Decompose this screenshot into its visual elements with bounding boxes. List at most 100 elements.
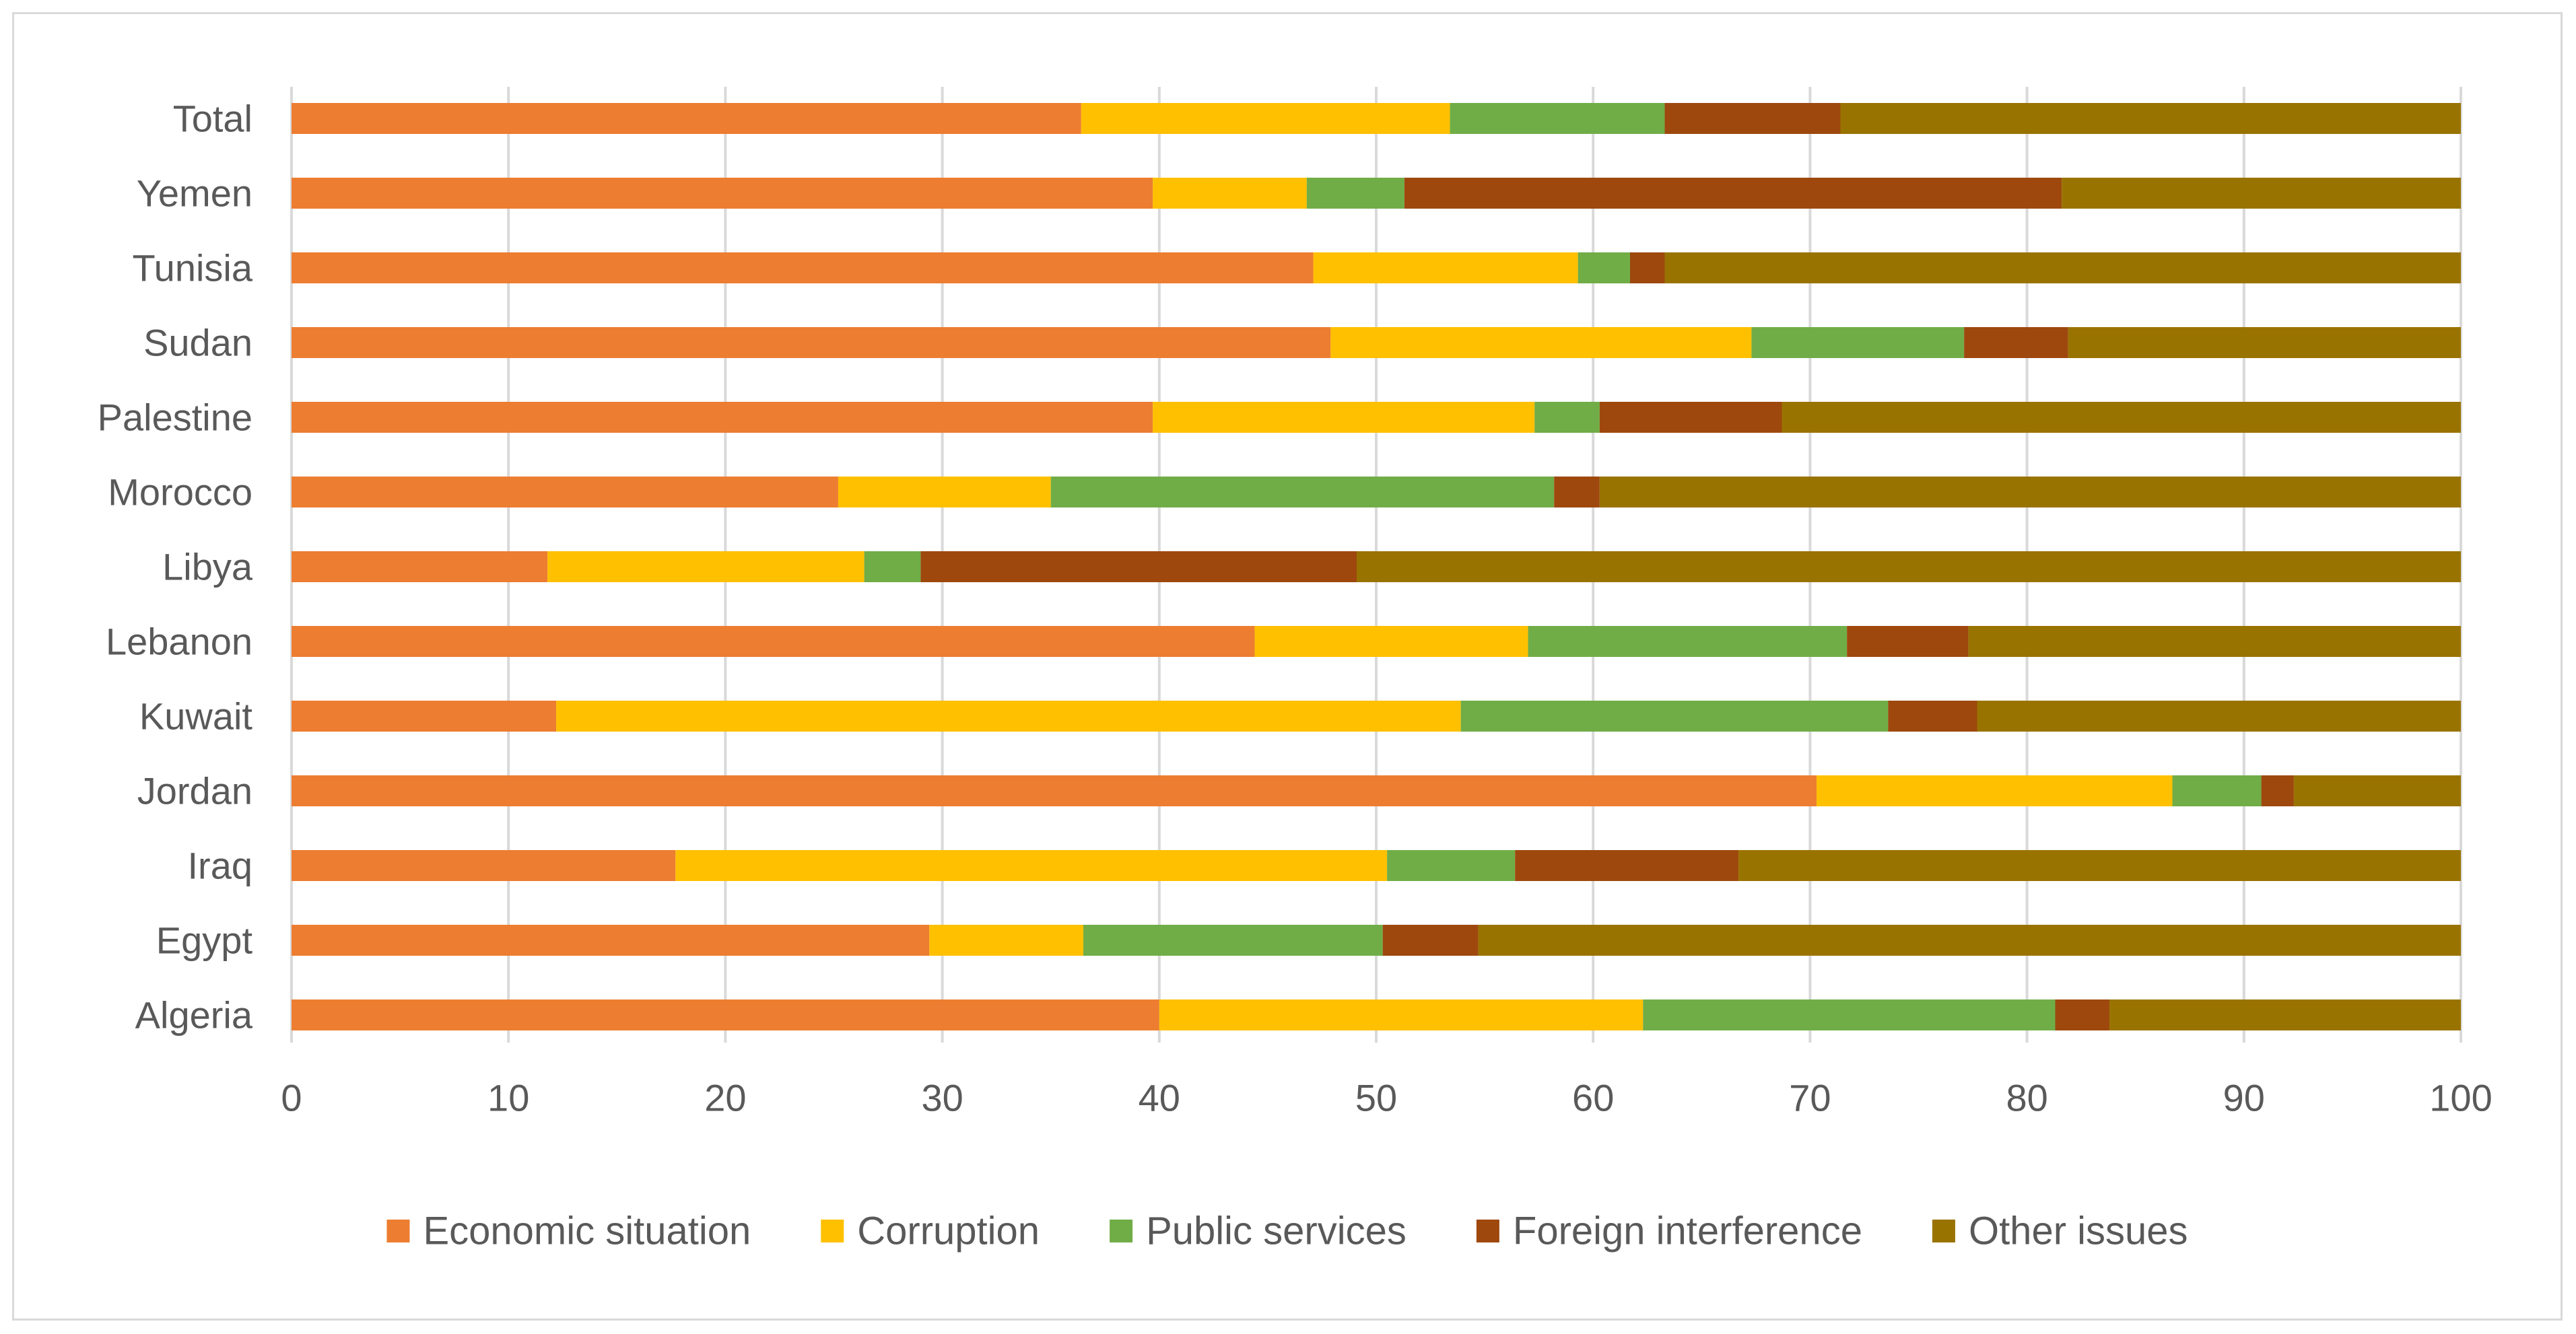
category-label-lebanon: Lebanon <box>106 621 252 663</box>
bar-libya-public-services <box>864 551 921 582</box>
bar-algeria-public-services <box>1643 999 2056 1030</box>
bar-jordan-economic-situation <box>292 775 1817 806</box>
x-tick-80: 80 <box>2006 1077 2047 1119</box>
bar-palestine-corruption <box>1153 402 1535 433</box>
legend-swatch <box>1932 1220 1955 1242</box>
category-label-total: Total <box>173 98 252 140</box>
bar-morocco-corruption <box>838 477 1051 507</box>
bar-lebanon-economic-situation <box>292 626 1255 657</box>
bar-sudan-public-services <box>1751 327 1965 358</box>
bar-jordan-other-issues <box>2293 775 2461 806</box>
legend-item-corruption: Corruption <box>821 1209 1040 1253</box>
bar-yemen-corruption <box>1153 178 1307 209</box>
bar-jordan-public-services <box>2172 775 2262 806</box>
bar-lebanon-foreign-interference <box>1847 626 1969 657</box>
bar-libya-other-issues <box>1357 551 2461 582</box>
bar-algeria-economic-situation <box>292 999 1159 1030</box>
category-labels: Total Yemen Tunisia Sudan Palestine Morocco Li… <box>98 98 253 1037</box>
bar-total-public-services <box>1450 103 1665 134</box>
category-label-jordan: Jordan <box>137 770 252 812</box>
legend-item-economic-situation: Economic situation <box>386 1209 751 1253</box>
bar-sudan-corruption <box>1330 327 1752 358</box>
bar-total-corruption <box>1081 103 1450 134</box>
stacked-bar-chart: Total Yemen Tunisia Sudan Palestine Morocco Li… <box>98 87 2493 1253</box>
chart-frame: Total Yemen Tunisia Sudan Palestine Morocco Li… <box>12 12 2563 1321</box>
x-tick-10: 10 <box>487 1077 529 1119</box>
bar-morocco-other-issues <box>1599 477 2461 507</box>
bar-algeria-other-issues <box>2109 999 2461 1030</box>
bar-total-foreign-interference <box>1664 103 1841 134</box>
bar-algeria-foreign-interference <box>2055 999 2110 1030</box>
bar-sudan-economic-situation <box>292 327 1331 358</box>
bar-jordan-foreign-interference <box>2261 775 2294 806</box>
bar-kuwait-economic-situation <box>292 701 557 732</box>
bar-sudan-foreign-interference <box>1964 327 2068 358</box>
category-label-palestine: Palestine <box>98 396 252 439</box>
bar-tunisia-other-issues <box>1664 252 2461 283</box>
x-tick-50: 50 <box>1355 1077 1397 1119</box>
x-tick-70: 70 <box>1789 1077 1831 1119</box>
bar-iraq-corruption <box>675 850 1388 881</box>
x-tick-0: 0 <box>281 1077 302 1119</box>
bar-egypt-public-services <box>1083 925 1383 956</box>
bar-libya-economic-situation <box>292 551 548 582</box>
bar-palestine-economic-situation <box>292 402 1153 433</box>
bar-tunisia-economic-situation <box>292 252 1314 283</box>
x-tick-100: 100 <box>2429 1077 2492 1119</box>
bar-egypt-economic-situation <box>292 925 930 956</box>
bar-egypt-foreign-interference <box>1382 925 1479 956</box>
legend-label: Foreign interference <box>1513 1209 1862 1253</box>
bars <box>292 103 2461 1030</box>
category-label-morocco: Morocco <box>108 471 252 514</box>
legend-item-foreign-interference: Foreign interference <box>1476 1209 1862 1253</box>
bar-iraq-economic-situation <box>292 850 676 881</box>
legend-item-other-issues: Other issues <box>1932 1209 2188 1253</box>
x-tick-90: 90 <box>2223 1077 2265 1119</box>
bar-yemen-economic-situation <box>292 178 1153 209</box>
bar-tunisia-foreign-interference <box>1629 252 1665 283</box>
bar-egypt-corruption <box>929 925 1084 956</box>
legend-label: Public services <box>1146 1209 1406 1253</box>
bar-lebanon-other-issues <box>1968 626 2461 657</box>
bar-iraq-public-services <box>1387 850 1516 881</box>
legend-label: Other issues <box>1969 1209 2188 1253</box>
x-tick-30: 30 <box>921 1077 963 1119</box>
bar-egypt-other-issues <box>1478 925 2461 956</box>
bar-kuwait-public-services <box>1460 701 1889 732</box>
category-label-tunisia: Tunisia <box>133 247 253 289</box>
bar-total-economic-situation <box>292 103 1081 134</box>
bar-kuwait-corruption <box>556 701 1461 732</box>
legend-label: Corruption <box>857 1209 1040 1253</box>
legend-swatch <box>386 1220 410 1242</box>
bar-yemen-other-issues <box>2062 178 2461 209</box>
bar-palestine-other-issues <box>1782 402 2461 433</box>
x-tick-labels: 0 10 20 30 40 50 60 70 80 90 100 <box>281 1077 2492 1119</box>
bar-iraq-foreign-interference <box>1515 850 1739 881</box>
bar-kuwait-other-issues <box>1977 701 2461 732</box>
bar-libya-corruption <box>547 551 865 582</box>
x-tick-40: 40 <box>1139 1077 1180 1119</box>
legend-swatch <box>1476 1220 1499 1242</box>
x-tick-20: 20 <box>704 1077 746 1119</box>
category-label-yemen: Yemen <box>137 172 252 215</box>
legend-swatch <box>821 1220 844 1242</box>
bar-jordan-corruption <box>1817 775 2173 806</box>
bar-total-other-issues <box>1840 103 2461 134</box>
bar-algeria-corruption <box>1159 999 1643 1030</box>
legend: Economic situation Corruption Public servi… <box>386 1209 2188 1253</box>
bar-yemen-foreign-interference <box>1404 178 2062 209</box>
category-label-egypt: Egypt <box>156 919 253 962</box>
category-label-algeria: Algeria <box>135 994 253 1037</box>
bar-lebanon-corruption <box>1254 626 1528 657</box>
category-label-libya: Libya <box>162 546 253 588</box>
bar-morocco-foreign-interference <box>1554 477 1600 507</box>
bar-palestine-foreign-interference <box>1599 402 1782 433</box>
legend-item-public-services: Public services <box>1110 1209 1406 1253</box>
bar-yemen-public-services <box>1306 178 1404 209</box>
category-label-iraq: Iraq <box>188 845 253 887</box>
bar-iraq-other-issues <box>1738 850 2461 881</box>
bar-lebanon-public-services <box>1528 626 1848 657</box>
bar-kuwait-foreign-interference <box>1888 701 1977 732</box>
bar-morocco-public-services <box>1050 477 1555 507</box>
category-label-kuwait: Kuwait <box>139 695 253 738</box>
